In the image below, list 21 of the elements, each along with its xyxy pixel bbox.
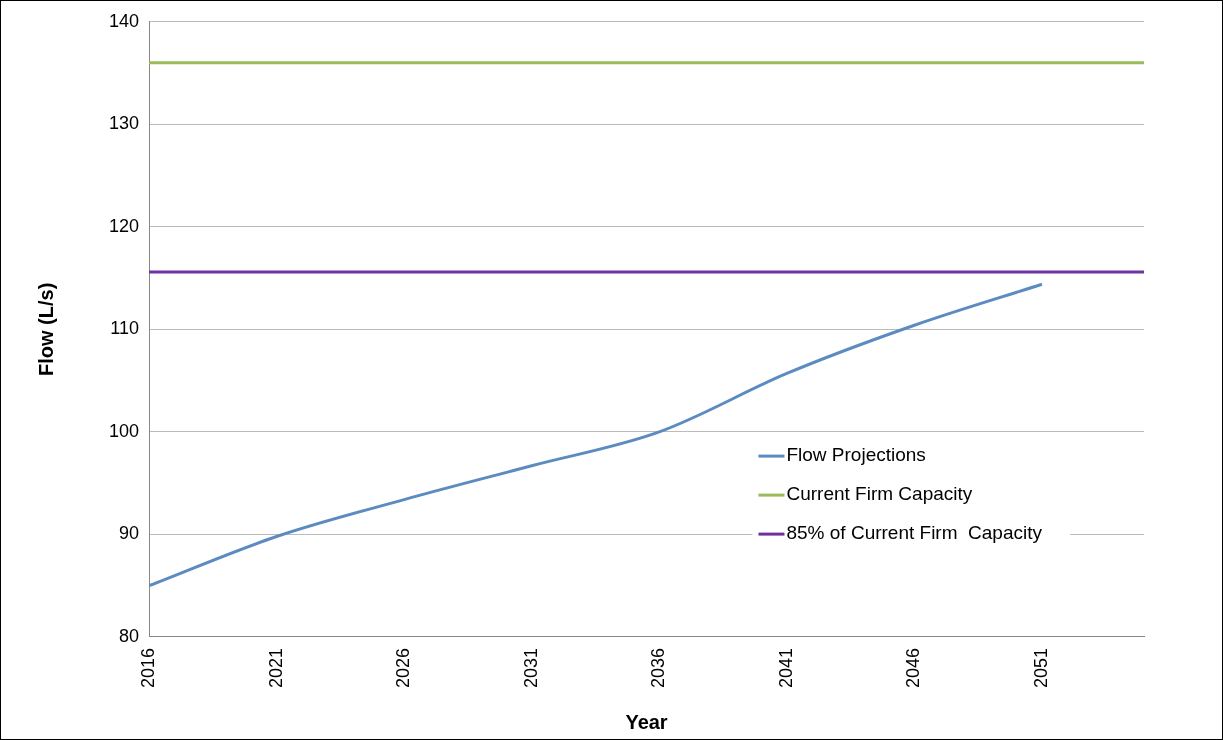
legend-label: Flow Projections xyxy=(786,444,926,466)
y-tick-label: 130 xyxy=(108,113,140,134)
legend-label: 85% of Current Firm Capacity xyxy=(786,522,1043,544)
y-tick-label: 90 xyxy=(119,523,140,544)
y-tick-label: 100 xyxy=(108,420,140,441)
line-series xyxy=(149,282,1044,588)
y-tick-label: 110 xyxy=(110,318,140,339)
y-axis-title: Flow (L/s) xyxy=(34,282,57,377)
x-tick-label: 2036 xyxy=(648,647,669,688)
y-tick-label: 120 xyxy=(108,215,140,236)
x-tick-label: 2031 xyxy=(520,647,541,688)
y-tick-label: 140 xyxy=(108,10,140,31)
legend-label: Current Firm Capacity xyxy=(786,483,973,505)
y-tick-label: 80 xyxy=(119,625,140,646)
x-tick-label: 2051 xyxy=(1030,647,1051,688)
x-tick-label: 2016 xyxy=(138,647,158,688)
x-axis-title: Year xyxy=(625,710,668,733)
x-tick-label: 2021 xyxy=(265,647,286,688)
x-tick-label: 2041 xyxy=(775,647,796,688)
x-tick-label: 2046 xyxy=(903,647,924,688)
x-tick-label: 2026 xyxy=(393,647,414,688)
